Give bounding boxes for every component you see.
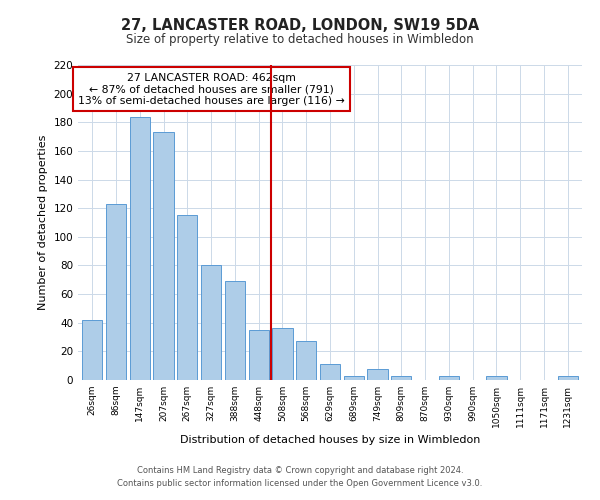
Bar (272, 328, 293, 380)
Bar (201, 266, 221, 380)
X-axis label: Distribution of detached houses by size in Wimbledon: Distribution of detached houses by size … (180, 436, 480, 446)
Text: 27 LANCASTER ROAD: 462sqm
← 87% of detached houses are smaller (791)
13% of semi: 27 LANCASTER ROAD: 462sqm ← 87% of detac… (78, 73, 345, 106)
Bar (225, 281, 245, 380)
Bar (367, 368, 388, 380)
Bar (439, 376, 459, 380)
Bar (130, 116, 150, 380)
Bar (106, 204, 126, 380)
Bar (320, 364, 340, 380)
Bar (557, 376, 578, 380)
Bar (177, 216, 197, 380)
Text: Contains HM Land Registry data © Crown copyright and database right 2024.
Contai: Contains HM Land Registry data © Crown c… (118, 466, 482, 487)
Bar (487, 376, 506, 380)
Y-axis label: Number of detached properties: Number of detached properties (38, 135, 48, 310)
Bar (296, 342, 316, 380)
Bar (248, 330, 269, 380)
Bar (391, 376, 412, 380)
Text: Size of property relative to detached houses in Wimbledon: Size of property relative to detached ho… (126, 32, 474, 46)
Bar (154, 132, 173, 380)
Text: 27, LANCASTER ROAD, LONDON, SW19 5DA: 27, LANCASTER ROAD, LONDON, SW19 5DA (121, 18, 479, 32)
Bar (344, 376, 364, 380)
Bar (82, 320, 103, 380)
